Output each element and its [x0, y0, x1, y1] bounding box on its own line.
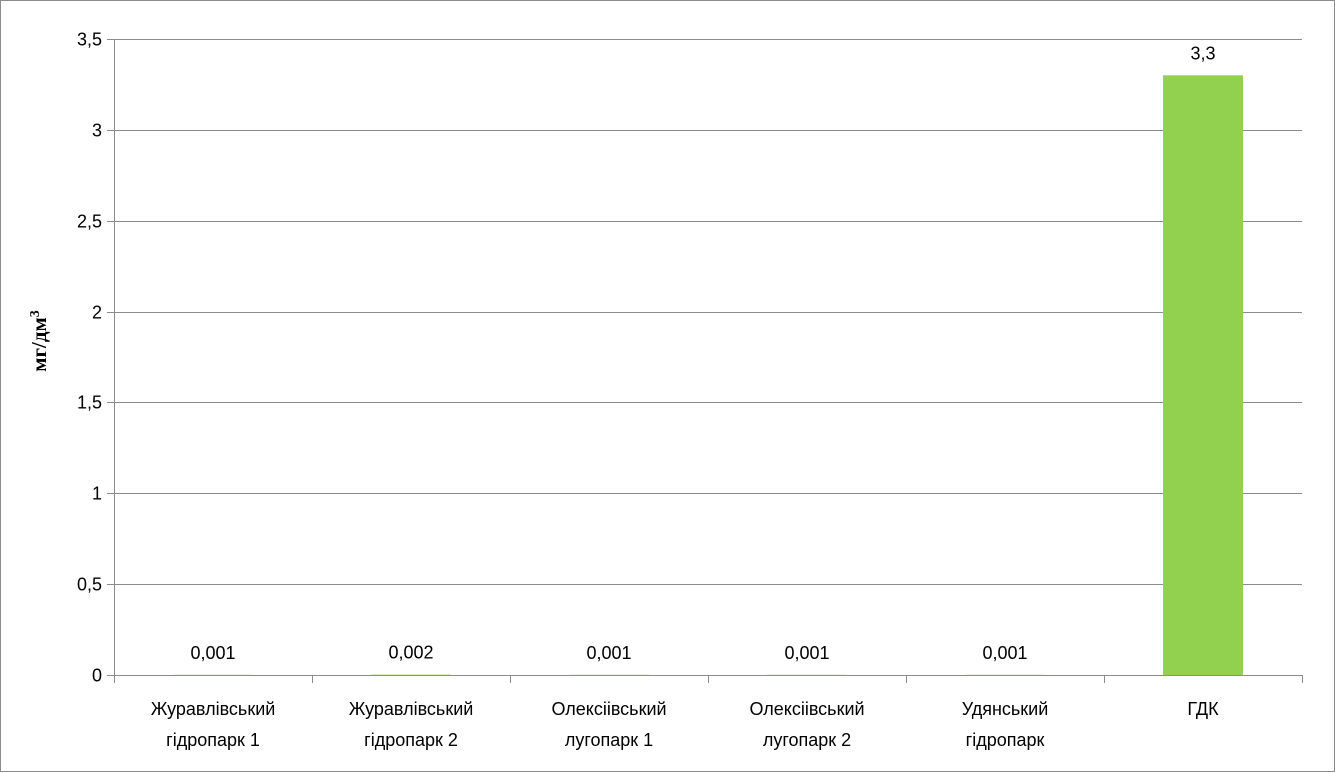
- bars: [173, 75, 1243, 675]
- data-label: 0,001: [190, 643, 235, 663]
- y-tick-label: 2: [92, 303, 102, 323]
- data-label: 0,001: [586, 643, 631, 663]
- y-tick-label: 1: [92, 484, 102, 504]
- y-axis-title-text: мг/дм: [27, 317, 51, 372]
- data-label: 0,001: [784, 643, 829, 663]
- y-tick-label: 0,5: [77, 575, 102, 595]
- y-axis-tick-labels: 0 0,5 1 1,5 2 2,5 3 3,5: [77, 30, 114, 686]
- y-tick-label: 3: [92, 121, 102, 141]
- data-label: 0,002: [388, 643, 433, 663]
- y-axis-title-superscript: 3: [28, 310, 43, 317]
- bar: [1163, 75, 1243, 675]
- gridlines: [114, 40, 1302, 585]
- y-tick-label: 1,5: [77, 393, 102, 413]
- data-label: 3,3: [1190, 43, 1215, 63]
- y-tick-label: 0: [92, 666, 102, 686]
- data-labels: 0,001 0,002 0,001 0,001 0,001 3,3: [190, 43, 1215, 662]
- y-tick-label: 2,5: [77, 212, 102, 232]
- y-axis-title: мг/дм3: [27, 310, 51, 372]
- data-label: 0,001: [982, 643, 1027, 663]
- y-tick-label: 3,5: [77, 30, 102, 50]
- x-category-label: ГДК: [1187, 699, 1219, 719]
- axes: [114, 39, 1303, 683]
